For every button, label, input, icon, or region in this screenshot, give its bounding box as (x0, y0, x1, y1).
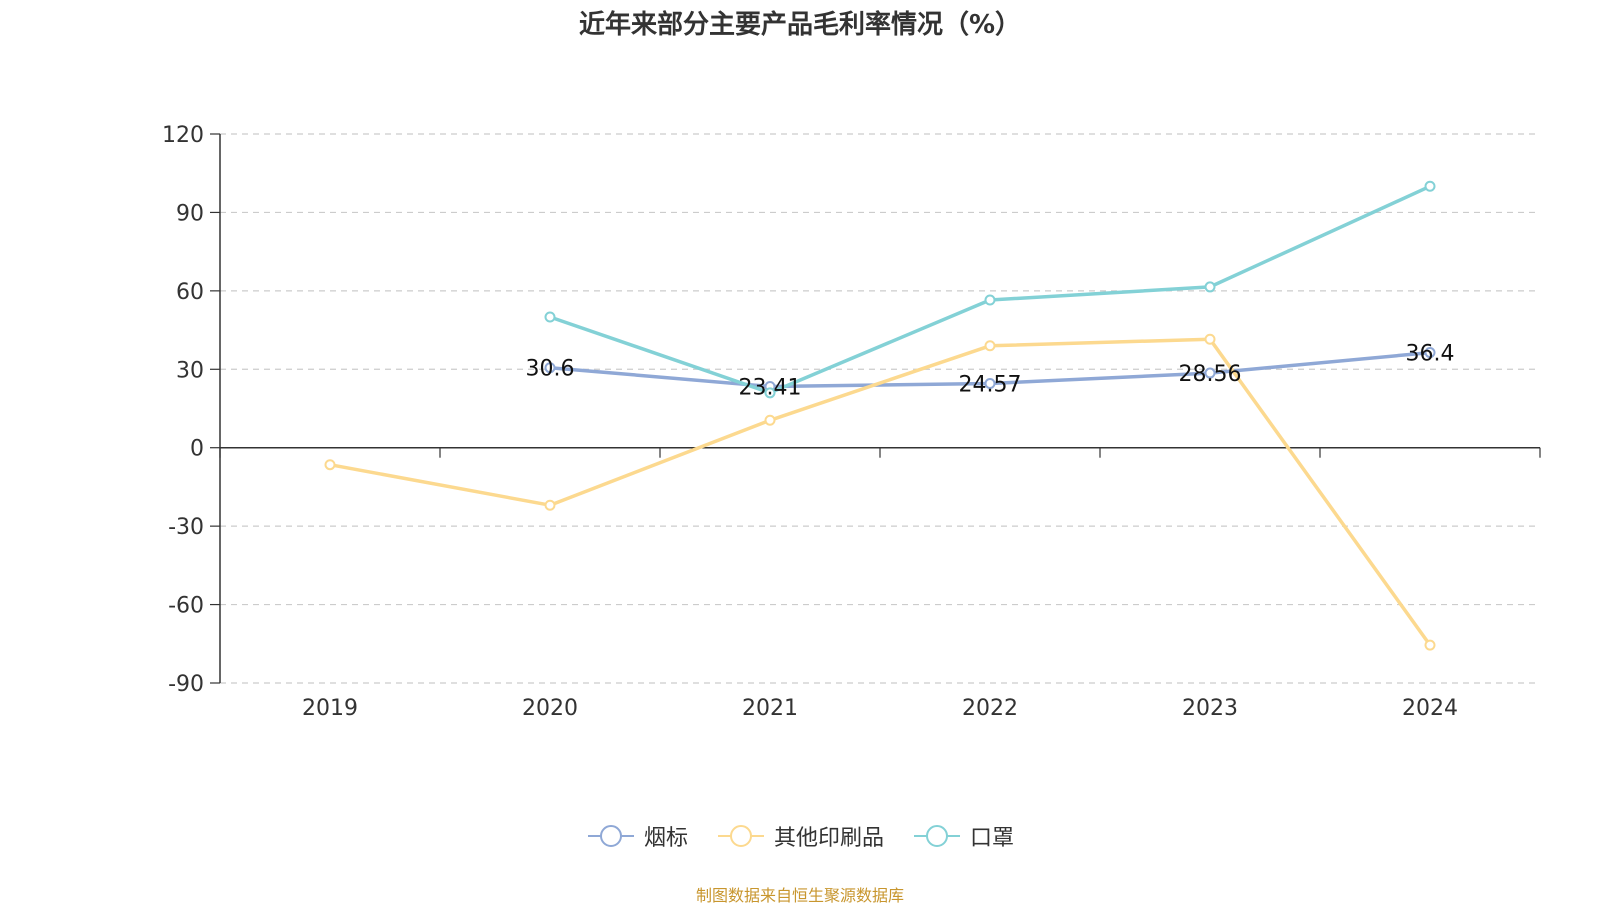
data-label: 30.6 (526, 357, 575, 382)
legend-marker-icon (587, 825, 634, 847)
data-point[interactable] (1424, 639, 1436, 651)
data-point[interactable] (544, 311, 556, 323)
x-tick-label: 2024 (1402, 696, 1458, 721)
axes: 120 90 60 30 0 -30 -60 -90 2019 2020 2021 2022 2023 2… (162, 123, 1541, 721)
data-point[interactable] (324, 459, 336, 471)
data-point[interactable] (544, 362, 556, 374)
x-tick-label: 2019 (302, 696, 358, 721)
legend-item-yanbiao[interactable]: 烟标 (586, 820, 688, 852)
series-line-1 (329, 337, 1432, 647)
data-point[interactable] (1424, 347, 1436, 359)
data-point[interactable] (984, 377, 996, 389)
legend-item-mask[interactable]: 口罩 (912, 820, 1014, 852)
grid-lines (220, 133, 1540, 684)
data-label: 24.57 (959, 372, 1022, 397)
y-tick-label: -30 (168, 515, 204, 540)
x-tick-label: 2022 (962, 696, 1018, 721)
x-tick-label: 2021 (742, 696, 798, 721)
legend-item-other-prints[interactable]: 其他印刷品 (716, 820, 884, 852)
data-label: 28.56 (1179, 362, 1242, 387)
y-tick-label: 90 (176, 201, 204, 226)
line-chart: 120 90 60 30 0 -30 -60 -90 2019 2020 2021 2022 2023 2… (162, 123, 1541, 721)
legend-label: 其他印刷品 (773, 826, 884, 851)
chart-title: 近年来部分主要产品毛利率情况（%） (578, 10, 1022, 40)
legend-label: 烟标 (643, 826, 688, 851)
data-point[interactable] (984, 294, 996, 306)
y-tick-label: 0 (190, 437, 204, 462)
data-point[interactable] (1204, 281, 1216, 293)
x-tick-label: 2023 (1182, 696, 1238, 721)
legend: 烟标 其他印刷品 口罩 (0, 820, 1600, 852)
data-point[interactable] (984, 340, 996, 352)
data-point[interactable] (1204, 367, 1216, 379)
y-tick-label: 30 (176, 358, 204, 383)
y-tick-label: 120 (162, 123, 204, 148)
legend-label: 口罩 (970, 826, 1015, 851)
data-point[interactable] (544, 499, 556, 511)
data-point[interactable] (764, 387, 776, 399)
data-label: 36.4 (1406, 342, 1455, 367)
series-line-2 (549, 184, 1431, 395)
data-point[interactable] (764, 414, 776, 426)
y-tick-label: 60 (176, 280, 204, 305)
data-label: 23.41 (739, 376, 802, 401)
x-tick-label: 2020 (522, 696, 578, 721)
legend-marker-icon (717, 825, 764, 847)
source-note: 制图数据来自恒生聚源数据库 (695, 886, 904, 905)
y-tick-label: -90 (168, 672, 204, 697)
series-lines (324, 180, 1436, 651)
data-labels: 30.6 23.41 24.57 28.56 36.4 (526, 342, 1455, 401)
data-point[interactable] (1204, 333, 1216, 345)
data-point[interactable] (1424, 180, 1436, 192)
y-tick-label: -60 (168, 594, 204, 619)
legend-marker-icon (914, 825, 960, 847)
